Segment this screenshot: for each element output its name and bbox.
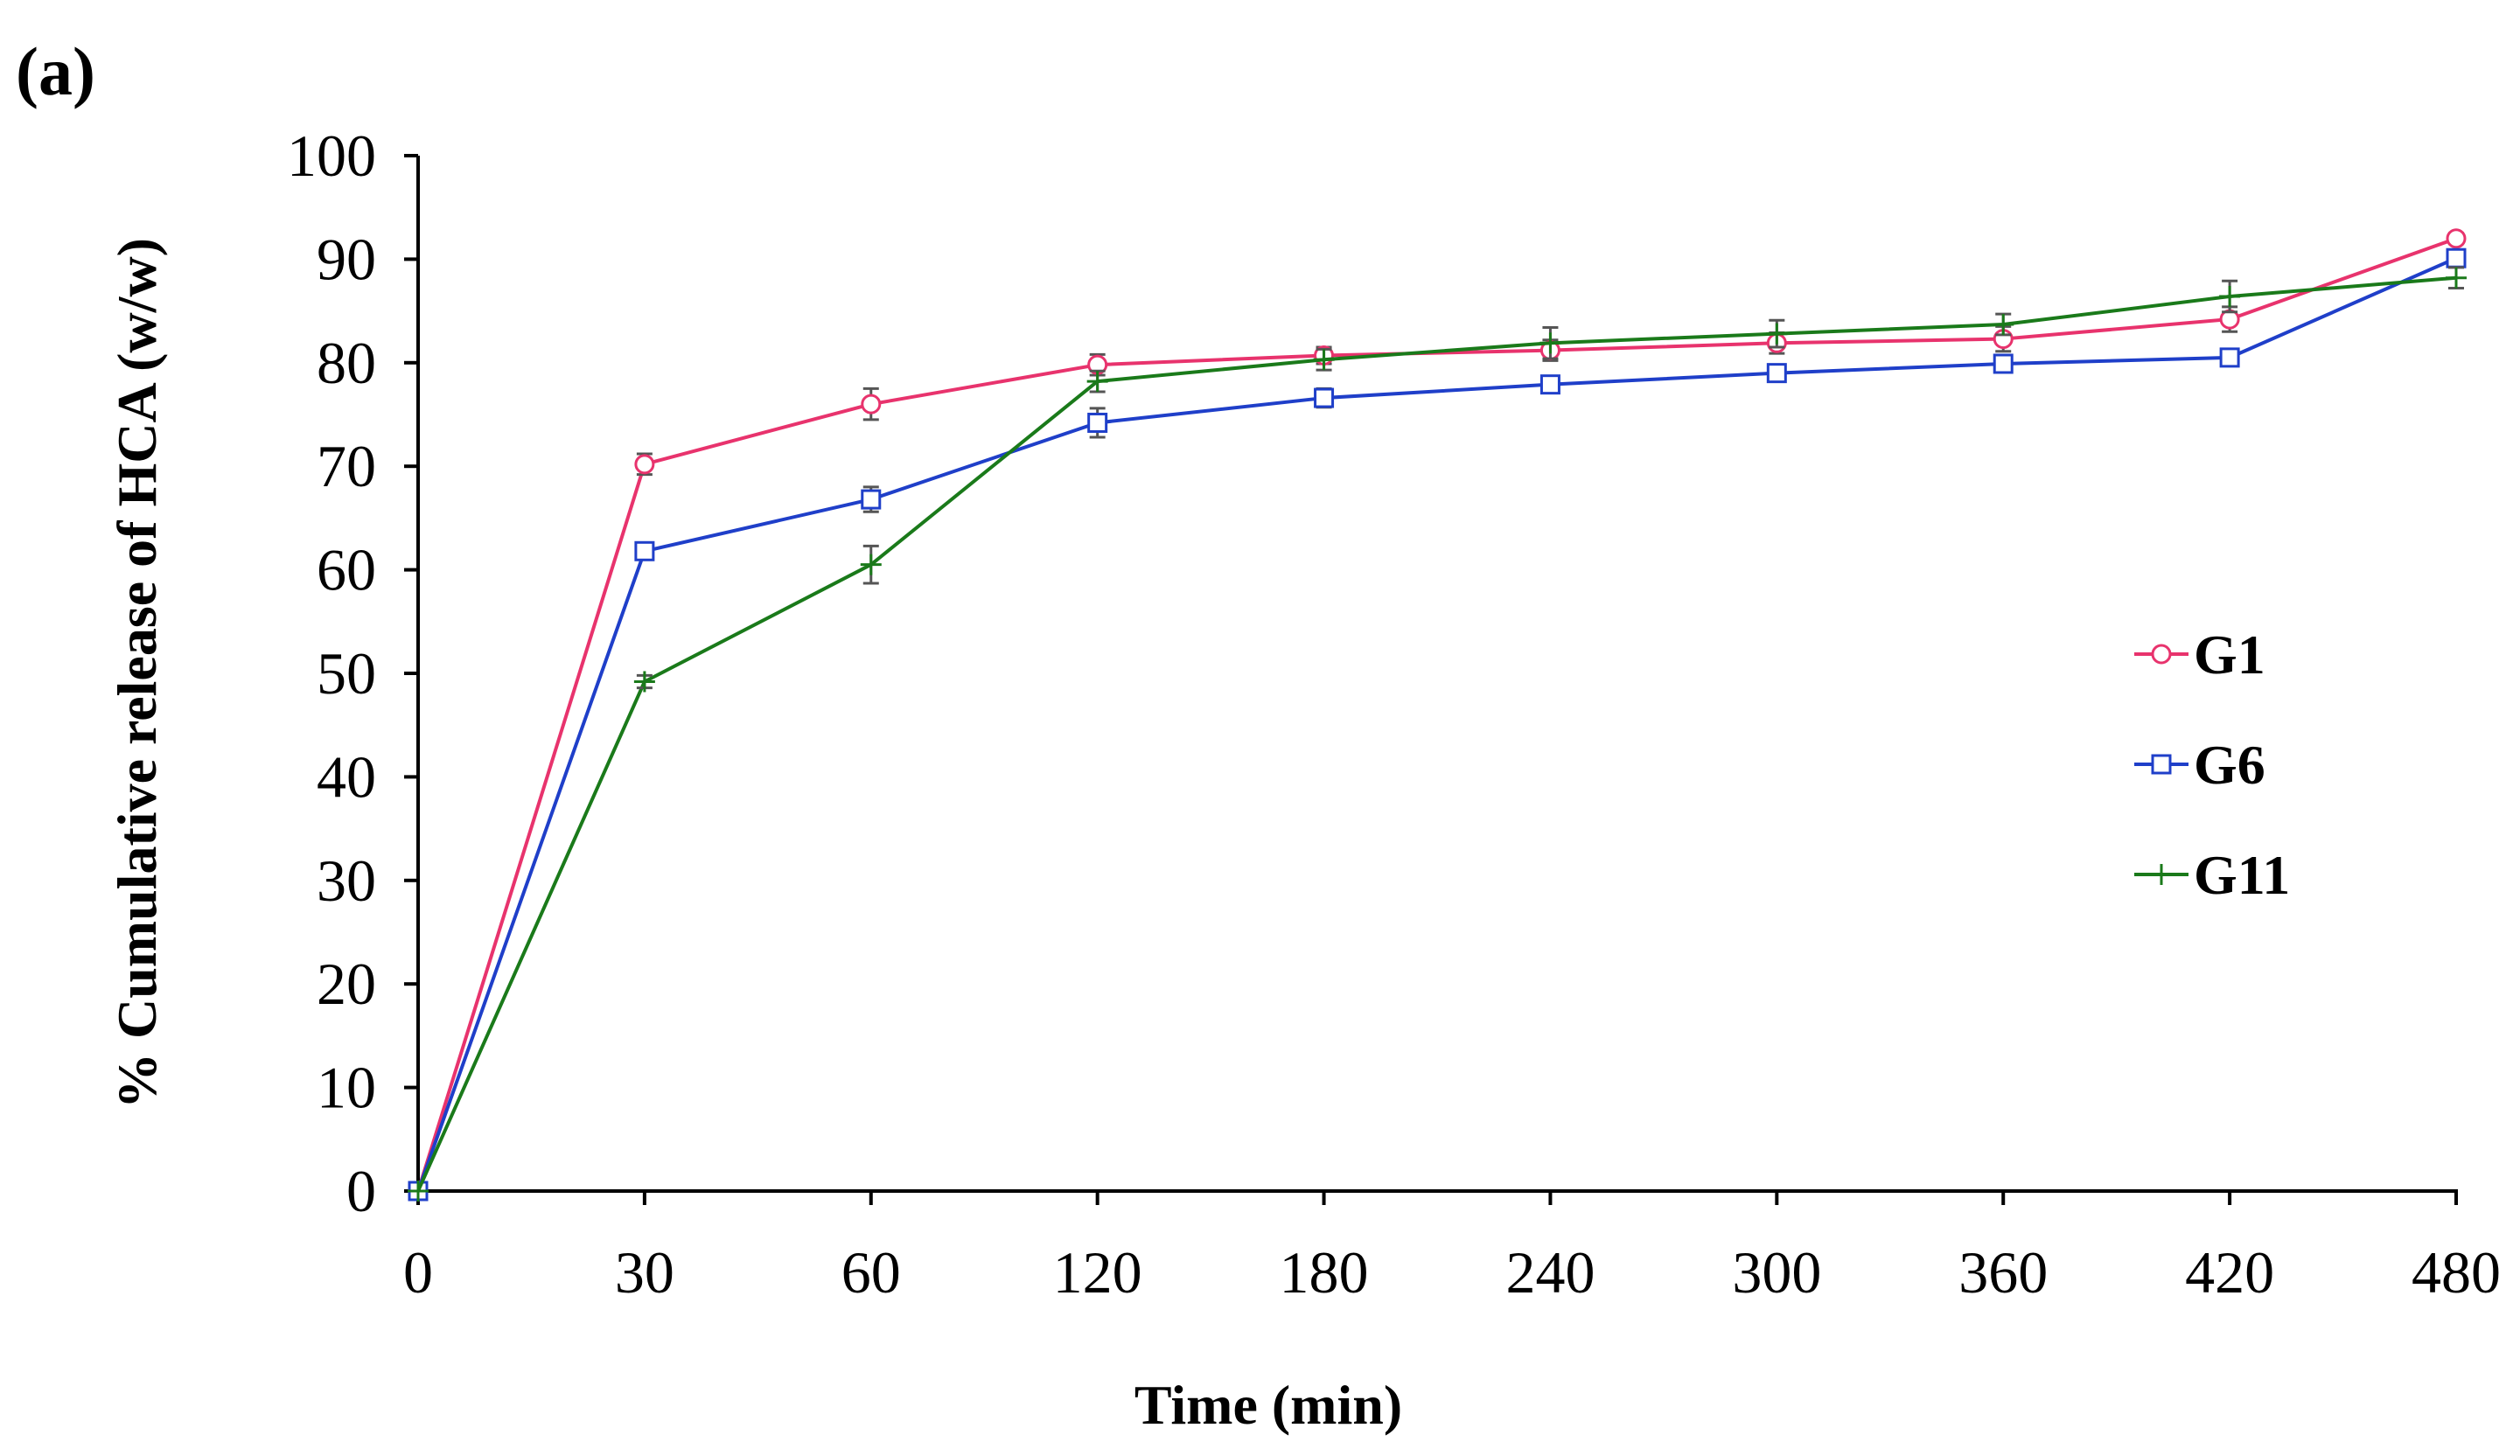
data-point-g11 — [860, 554, 882, 575]
data-point-g6 — [1766, 363, 1787, 384]
data-point-g6 — [861, 489, 882, 510]
marker-square — [861, 489, 882, 510]
data-point-g11 — [2446, 267, 2467, 289]
data-point-g11 — [633, 671, 655, 693]
data-point-g6 — [1314, 387, 1335, 408]
y-tick-label: 30 — [317, 847, 376, 914]
legend-marker-g1 — [2151, 644, 2172, 665]
y-tick-label: 80 — [317, 330, 376, 396]
data-point-g1 — [861, 394, 882, 415]
legend-item-g11: G11 — [2134, 844, 2290, 906]
y-tick-label: 70 — [317, 433, 376, 499]
marker-square — [2151, 754, 2172, 775]
data-point-g6 — [1993, 353, 2014, 374]
x-tick-label: 420 — [2185, 1239, 2274, 1306]
marker-circle — [861, 394, 882, 415]
y-tick-label: 100 — [287, 122, 376, 189]
series-g11 — [408, 266, 2467, 1202]
x-axis-title: Time (min) — [1134, 1374, 1402, 1436]
panel-label: (a) — [16, 33, 95, 109]
legend-label-g11: G11 — [2194, 844, 2290, 906]
data-point-g11 — [408, 1181, 429, 1202]
x-tick-label: 240 — [1505, 1239, 1595, 1306]
data-point-g1 — [634, 454, 655, 475]
marker-square — [1314, 387, 1335, 408]
legend-label-g1: G1 — [2194, 624, 2265, 686]
data-point-g6 — [634, 540, 655, 561]
legend-item-g6: G6 — [2134, 734, 2265, 796]
x-tick-label: 0 — [403, 1239, 433, 1306]
marker-square — [1766, 363, 1787, 384]
legend-marker-g11 — [2151, 864, 2172, 885]
y-tick-label: 60 — [317, 537, 376, 603]
marker-square — [1087, 412, 1108, 433]
x-tick-label: 60 — [841, 1239, 901, 1306]
marker-square — [2219, 347, 2240, 368]
data-point-g11 — [2219, 286, 2241, 308]
legend-item-g1: G1 — [2134, 624, 2265, 686]
x-tick-label: 300 — [1732, 1239, 1821, 1306]
data-point-g6 — [1087, 412, 1108, 433]
x-tick-label: 480 — [2412, 1239, 2501, 1306]
y-tick-label: 10 — [317, 1055, 376, 1121]
marker-square — [634, 540, 655, 561]
series-line-g1 — [416, 236, 2457, 1192]
series-line-g11 — [416, 275, 2457, 1192]
data-point-g11 — [1086, 371, 1108, 393]
series-layer — [408, 228, 2467, 1202]
y-tick-label: 90 — [317, 226, 376, 292]
data-point-g1 — [2446, 228, 2467, 249]
data-point-g6 — [2219, 347, 2240, 368]
data-point-g11 — [1993, 313, 2014, 335]
data-point-g11 — [1539, 332, 1561, 354]
y-tick-label: 50 — [317, 640, 376, 707]
x-tick-label: 180 — [1280, 1239, 1369, 1306]
y-tick-label: 40 — [317, 743, 376, 810]
data-point-g11 — [1766, 323, 1788, 345]
marker-circle — [2151, 644, 2172, 665]
axes: 0 10 20 30 40 50 60 70 80 90 100 0 30 60 120 180 240 300 3… — [287, 122, 2501, 1306]
data-point-g6 — [2446, 247, 2467, 268]
marker-square — [2446, 247, 2467, 268]
marker-square — [1993, 353, 2014, 374]
x-tick-label: 120 — [1053, 1239, 1142, 1306]
data-point-g11 — [1313, 349, 1335, 371]
series-line-g6 — [416, 256, 2457, 1192]
marker-circle — [634, 454, 655, 475]
y-axis-title: % Cumulative release of HCA (w/w) — [106, 238, 168, 1109]
y-tick-label: 0 — [346, 1158, 376, 1224]
x-tick-label: 30 — [615, 1239, 674, 1306]
marker-circle — [2446, 228, 2467, 249]
legend: G1 G6 G11 — [2134, 624, 2290, 906]
legend-label-g6: G6 — [2194, 734, 2265, 796]
marker-square — [1539, 374, 1560, 395]
series-g6 — [408, 247, 2467, 1202]
x-tick-label: 360 — [1958, 1239, 2048, 1306]
legend-marker-g6 — [2151, 754, 2172, 775]
data-point-g6 — [1539, 374, 1560, 395]
y-tick-label: 20 — [317, 951, 376, 1017]
series-g1 — [408, 228, 2467, 1202]
